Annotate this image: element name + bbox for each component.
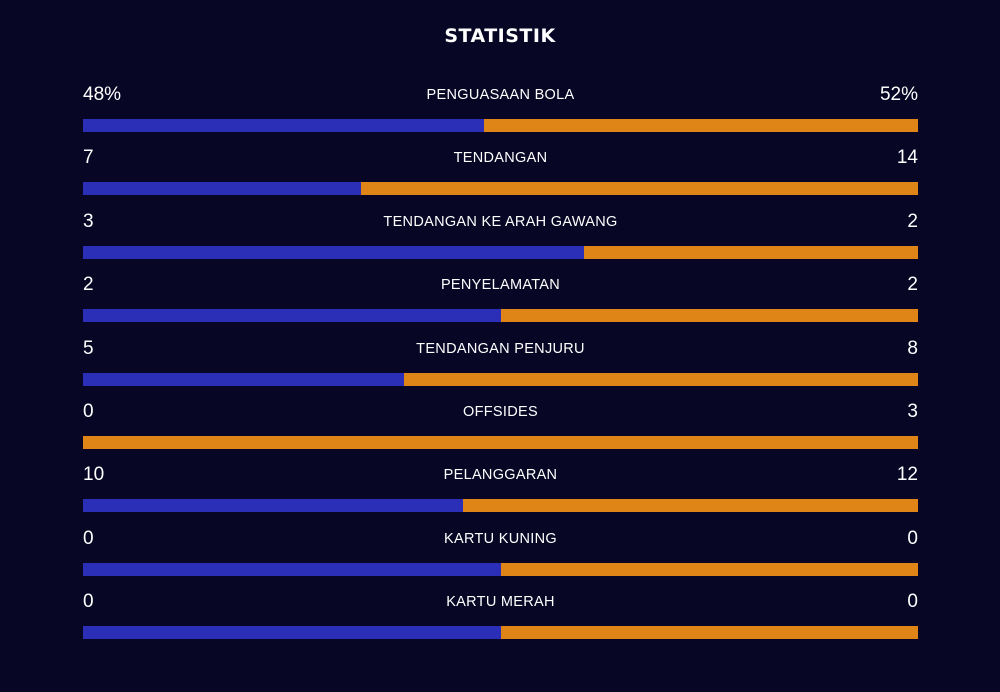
home-bar-segment	[83, 182, 362, 196]
stat-label: TENDANGAN PENJURU	[416, 340, 585, 357]
away-value: 2	[907, 210, 918, 232]
stat-label: PELANGGARAN	[443, 467, 558, 484]
comparison-bar	[83, 182, 918, 196]
away-bar-segment	[500, 309, 918, 323]
away-bar-segment	[462, 499, 918, 513]
away-value: 12	[896, 464, 918, 486]
stat-row-tendangan-penjuru: 5 TENDANGAN PENJURU 8	[83, 335, 918, 398]
home-value: 0	[83, 527, 94, 549]
comparison-bar	[83, 119, 918, 132]
away-value: 0	[907, 591, 918, 613]
stat-label: KARTU MERAH	[446, 594, 555, 611]
away-bar-segment	[584, 245, 918, 259]
stat-label: TENDANGAN KE ARAH GAWANG	[383, 213, 618, 230]
home-value: 0	[83, 400, 94, 422]
away-bar-segment	[500, 626, 918, 640]
home-bar-segment	[83, 372, 405, 386]
home-bar-segment	[83, 562, 501, 576]
comparison-bar	[83, 245, 918, 259]
stat-row-penguasaan-bola: 48% PENGUASAAN BOLA 52%	[83, 81, 918, 144]
stat-label: OFFSIDES	[463, 403, 538, 420]
home-value: 0	[83, 591, 94, 613]
stat-row-pelanggaran: 10 PELANGGARAN 12	[83, 461, 918, 524]
comparison-bar	[83, 562, 918, 576]
stat-row-tendangan: 7 TENDANGAN 14	[83, 144, 918, 207]
home-bar-segment	[83, 499, 463, 513]
home-value: 5	[83, 337, 94, 359]
away-value: 2	[907, 274, 918, 296]
away-bar-segment	[361, 182, 918, 196]
stat-label: PENGUASAAN BOLA	[426, 87, 575, 103]
stats-list: 48% PENGUASAAN BOLA 52% 7 TENDANGAN 14 3…	[83, 81, 918, 652]
comparison-bar	[83, 435, 918, 449]
home-value: 48%	[83, 84, 122, 105]
stat-row-offsides: 0 OFFSIDES 3	[83, 398, 918, 461]
home-value: 3	[83, 210, 94, 232]
home-bar-segment	[83, 309, 501, 323]
home-bar-segment	[83, 245, 584, 259]
stats-title: STATISTIK	[444, 25, 556, 47]
stat-row-tendangan-ke-arah-gawang: 3 TENDANGAN KE ARAH GAWANG 2	[83, 208, 918, 271]
stat-row-kartu-merah: 0 KARTU MERAH 0	[83, 588, 918, 651]
home-value: 2	[83, 274, 94, 296]
stat-label: TENDANGAN	[453, 150, 548, 167]
home-value: 10	[83, 464, 105, 486]
away-bar-segment	[83, 435, 918, 449]
stat-row-penyelamatan: 2 PENYELAMATAN 2	[83, 271, 918, 334]
away-value: 8	[907, 337, 918, 359]
away-value: 14	[896, 147, 918, 169]
comparison-bar	[83, 372, 918, 386]
comparison-bar	[83, 499, 918, 513]
comparison-bar	[83, 309, 918, 323]
home-bar-segment	[83, 626, 501, 640]
away-bar-segment	[404, 372, 918, 386]
away-value: 3	[907, 400, 918, 422]
home-bar-segment	[83, 119, 484, 132]
stat-label: PENYELAMATAN	[440, 277, 561, 294]
away-bar-segment	[483, 119, 918, 132]
stat-label: KARTU KUNING	[444, 530, 557, 547]
away-value: 0	[907, 527, 918, 549]
stat-row-kartu-kuning: 0 KARTU KUNING 0	[83, 525, 918, 588]
away-value: 52%	[879, 84, 918, 105]
comparison-bar	[83, 626, 918, 640]
home-value: 7	[83, 147, 94, 169]
away-bar-segment	[500, 562, 918, 576]
